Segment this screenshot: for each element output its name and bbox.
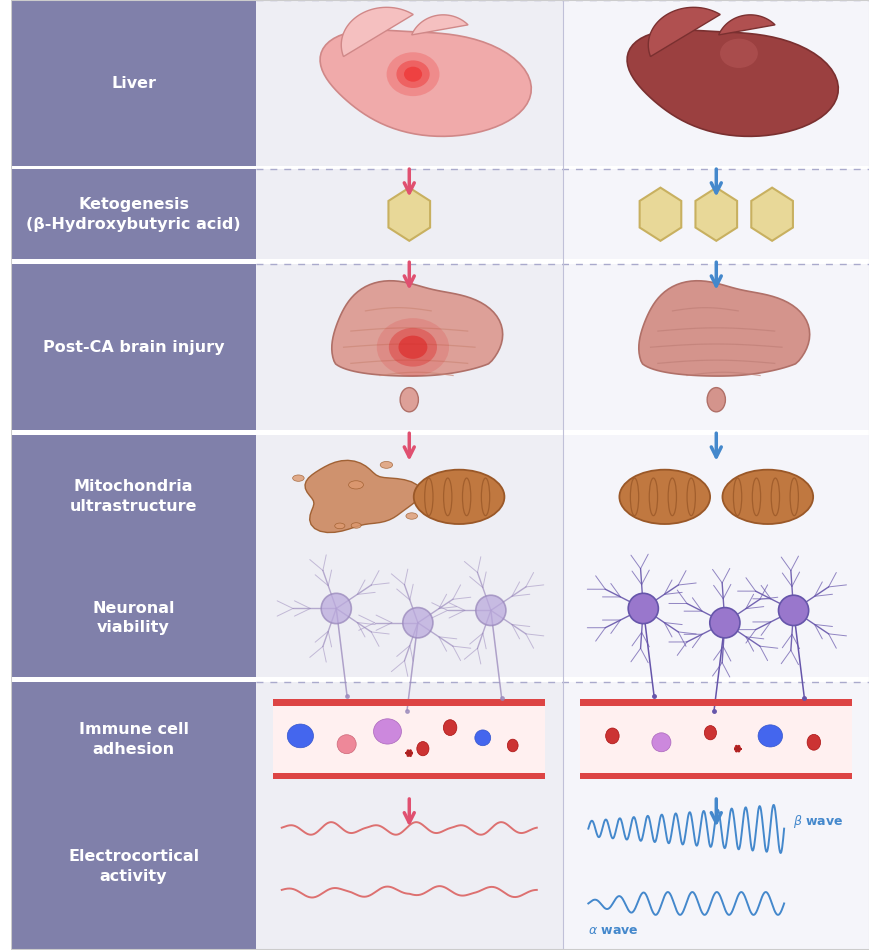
Bar xyxy=(11,264,255,430)
FancyBboxPatch shape xyxy=(273,699,545,779)
Bar xyxy=(273,699,545,706)
Ellipse shape xyxy=(406,513,417,520)
Ellipse shape xyxy=(806,734,819,750)
Ellipse shape xyxy=(386,52,439,96)
Polygon shape xyxy=(320,30,531,137)
Text: $\beta$ wave: $\beta$ wave xyxy=(792,812,842,829)
Ellipse shape xyxy=(720,39,757,68)
Polygon shape xyxy=(331,281,502,376)
Text: Mitochondria
ultrastructure: Mitochondria ultrastructure xyxy=(70,480,197,514)
Ellipse shape xyxy=(351,522,361,528)
Bar xyxy=(255,169,562,259)
Ellipse shape xyxy=(396,61,429,88)
Ellipse shape xyxy=(733,746,740,751)
Polygon shape xyxy=(751,188,792,241)
Polygon shape xyxy=(411,15,468,35)
Text: Liver: Liver xyxy=(111,76,156,90)
Bar xyxy=(255,435,562,559)
Ellipse shape xyxy=(287,724,313,748)
Ellipse shape xyxy=(292,475,304,482)
Ellipse shape xyxy=(709,608,740,637)
Bar xyxy=(562,0,869,166)
Ellipse shape xyxy=(619,469,709,524)
Bar xyxy=(11,169,255,259)
Ellipse shape xyxy=(388,328,436,367)
Polygon shape xyxy=(388,188,429,241)
Bar xyxy=(579,699,851,706)
Ellipse shape xyxy=(414,469,504,524)
Ellipse shape xyxy=(474,730,490,746)
Bar xyxy=(255,784,562,950)
Bar xyxy=(579,772,851,779)
Polygon shape xyxy=(627,30,838,137)
Text: Post-CA brain injury: Post-CA brain injury xyxy=(43,340,224,354)
Polygon shape xyxy=(341,8,413,57)
Ellipse shape xyxy=(475,596,506,625)
Polygon shape xyxy=(305,461,421,533)
Ellipse shape xyxy=(627,594,658,623)
Polygon shape xyxy=(718,15,774,35)
Ellipse shape xyxy=(507,739,518,751)
Ellipse shape xyxy=(416,742,428,756)
Polygon shape xyxy=(694,188,736,241)
Ellipse shape xyxy=(321,594,351,623)
Ellipse shape xyxy=(373,719,401,744)
Bar xyxy=(11,784,255,950)
Ellipse shape xyxy=(704,726,716,740)
Text: Electrocortical
activity: Electrocortical activity xyxy=(68,849,199,884)
Ellipse shape xyxy=(348,481,363,489)
Bar xyxy=(11,0,255,166)
Bar xyxy=(255,682,562,796)
Text: $\alpha$ wave: $\alpha$ wave xyxy=(587,923,638,937)
Ellipse shape xyxy=(406,750,412,756)
Ellipse shape xyxy=(778,596,807,625)
Ellipse shape xyxy=(380,462,392,468)
Ellipse shape xyxy=(757,725,781,747)
Ellipse shape xyxy=(605,728,619,744)
Bar xyxy=(273,772,545,779)
Text: Ketogenesis
(β-Hydroxybutyric acid): Ketogenesis (β-Hydroxybutyric acid) xyxy=(26,197,241,232)
Ellipse shape xyxy=(400,388,418,412)
Polygon shape xyxy=(638,281,809,376)
Bar xyxy=(562,559,869,677)
Bar xyxy=(562,682,869,796)
Bar xyxy=(562,435,869,559)
Bar xyxy=(255,264,562,430)
Ellipse shape xyxy=(402,608,433,637)
Ellipse shape xyxy=(721,469,813,524)
Ellipse shape xyxy=(443,720,456,735)
Bar xyxy=(11,559,255,677)
Ellipse shape xyxy=(335,523,344,529)
Ellipse shape xyxy=(398,335,427,359)
Bar xyxy=(562,264,869,430)
Ellipse shape xyxy=(403,66,421,82)
Bar xyxy=(255,559,562,677)
Bar xyxy=(562,169,869,259)
Text: Neuronal
viability: Neuronal viability xyxy=(92,600,175,636)
FancyBboxPatch shape xyxy=(579,699,851,779)
Ellipse shape xyxy=(651,732,670,751)
Ellipse shape xyxy=(337,734,355,753)
Polygon shape xyxy=(639,188,680,241)
Bar xyxy=(11,682,255,796)
Polygon shape xyxy=(647,8,720,57)
Ellipse shape xyxy=(706,388,725,412)
Bar xyxy=(11,435,255,559)
Bar xyxy=(255,0,562,166)
Bar xyxy=(562,784,869,950)
Text: Immune cell
adhesion: Immune cell adhesion xyxy=(78,722,189,756)
Ellipse shape xyxy=(376,318,448,376)
